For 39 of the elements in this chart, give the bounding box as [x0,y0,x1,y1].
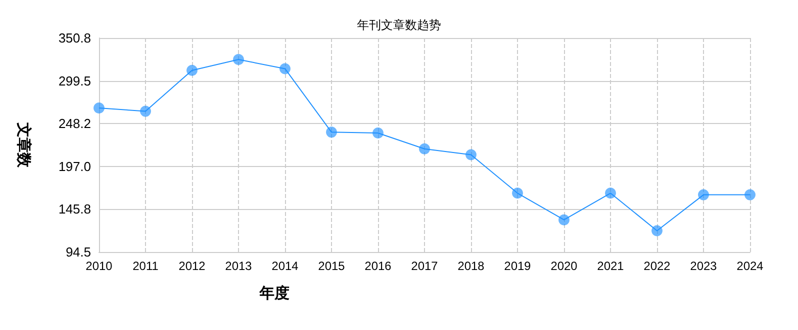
point [94,102,104,114]
x-tick-label: 2021 [597,259,624,273]
point [326,126,337,138]
x-tick-label: 2024 [736,259,764,273]
x-tick-label: 2013 [225,259,252,273]
point [744,189,756,200]
point [372,128,384,139]
x-tick-label: 2018 [458,259,485,273]
y-tick-label: 350.8 [58,30,91,46]
x-tick-label: 2023 [690,259,718,273]
point [512,188,523,199]
point [466,149,476,160]
x-tick-label: 2020 [550,259,578,273]
x-tick-label: 2011 [132,259,159,273]
point [186,64,198,76]
chart-title: 年刊文章数趋势 [357,18,441,32]
x-axis-title: 年度 [258,284,290,302]
y-tick-label: 197.0 [58,158,91,174]
y-axis-title: 文章数 [15,122,33,168]
point [233,54,244,66]
x-tick-label: 2014 [272,259,299,273]
y-tick-label: 94.5 [66,244,91,260]
y-tick-label: 248.2 [58,116,91,132]
x-tick-label: 2015 [318,259,346,273]
point [558,214,570,226]
x-tick-label: 2016 [364,259,392,273]
x-tick-label: 2012 [178,259,206,273]
y-tick-label: 145.8 [58,202,91,217]
point [419,143,430,154]
point [140,106,151,117]
x-tick-label: 2019 [504,259,532,273]
x-tick-label: 2010 [86,259,113,273]
point [652,225,662,236]
y-tick-label: 299.5 [58,73,91,88]
point [698,189,709,200]
point [280,63,290,74]
x-tick-label: 2022 [644,259,671,273]
x-tick-label: 2017 [411,259,438,273]
point [605,188,616,199]
